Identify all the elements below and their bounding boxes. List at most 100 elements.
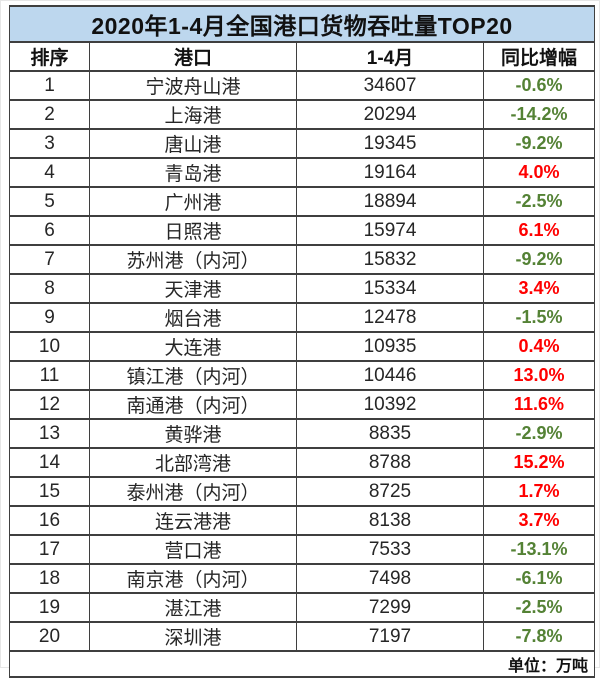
growth-cell: -13.1% (482, 534, 596, 565)
rank-cell: 5 (9, 186, 90, 217)
value-cell: 7498 (296, 563, 484, 594)
growth-cell: -7.8% (482, 621, 596, 652)
rank-cell: 17 (9, 534, 90, 565)
port-cell: 北部湾港 (89, 447, 297, 478)
table-title-row: 2020年1-4月全国港口货物吞吐量TOP20 (8, 5, 596, 43)
value-cell: 8835 (296, 418, 484, 449)
growth-cell: 13.0% (482, 360, 596, 391)
rank-cell: 18 (9, 563, 90, 594)
rank-cell: 16 (9, 505, 90, 536)
port-cell: 深圳港 (89, 621, 297, 652)
rank-cell: 12 (9, 389, 90, 420)
growth-cell: 11.6% (482, 389, 596, 420)
value-cell: 10392 (296, 389, 484, 420)
table-row: 2 上海港 20294 -14.2% (9, 99, 596, 130)
value-cell: 19164 (296, 157, 484, 188)
growth-cell: -14.2% (482, 99, 596, 130)
port-cell: 黄骅港 (89, 418, 297, 449)
table-row: 5 广州港 18894 -2.5% (9, 186, 596, 217)
value-cell: 8788 (296, 447, 484, 478)
table-row: 17 营口港 7533 -13.1% (9, 534, 596, 565)
table-row: 14 北部湾港 8788 15.2% (9, 447, 596, 478)
port-cell: 泰州港（内河） (89, 476, 297, 507)
unit-note: 单位：万吨 (8, 650, 596, 678)
value-cell: 10935 (296, 331, 484, 362)
port-cell: 南京港（内河） (89, 563, 297, 594)
table-row: 18 南京港（内河） 7498 -6.1% (9, 563, 596, 594)
column-header-port: 港口 (89, 41, 297, 72)
ports-throughput-table: 2020年1-4月全国港口货物吞吐量TOP20 排序 港口 1-4月 同比增幅 … (8, 5, 596, 678)
port-cell: 南通港（内河） (89, 389, 297, 420)
port-cell: 大连港 (89, 331, 297, 362)
value-cell: 15832 (296, 244, 484, 275)
port-cell: 上海港 (89, 99, 297, 130)
port-cell: 烟台港 (89, 302, 297, 333)
value-cell: 34607 (296, 70, 484, 101)
rank-cell: 2 (9, 99, 90, 130)
growth-cell: -0.6% (482, 70, 596, 101)
growth-cell: -2.5% (482, 592, 596, 623)
table-row: 8 天津港 15334 3.4% (9, 273, 596, 304)
table-row: 3 唐山港 19345 -9.2% (9, 128, 596, 159)
growth-cell: 3.4% (482, 273, 596, 304)
growth-cell: -9.2% (482, 128, 596, 159)
table-row: 15 泰州港（内河） 8725 1.7% (9, 476, 596, 507)
port-cell: 青岛港 (89, 157, 297, 188)
rank-cell: 14 (9, 447, 90, 478)
rank-cell: 4 (9, 157, 90, 188)
port-cell: 湛江港 (89, 592, 297, 623)
rank-cell: 19 (9, 592, 90, 623)
value-cell: 12478 (296, 302, 484, 333)
growth-cell: 15.2% (482, 447, 596, 478)
rank-cell: 6 (9, 215, 90, 246)
port-cell: 苏州港（内河） (89, 244, 297, 275)
table-row: 11 镇江港（内河） 10446 13.0% (9, 360, 596, 391)
port-cell: 唐山港 (89, 128, 297, 159)
rank-cell: 20 (9, 621, 90, 652)
table-row: 7 苏州港（内河） 15832 -9.2% (9, 244, 596, 275)
value-cell: 7197 (296, 621, 484, 652)
growth-cell: -2.9% (482, 418, 596, 449)
table-row: 12 南通港（内河） 10392 11.6% (9, 389, 596, 420)
value-cell: 15334 (296, 273, 484, 304)
table-row: 10 大连港 10935 0.4% (9, 331, 596, 362)
table-row: 19 湛江港 7299 -2.5% (9, 592, 596, 623)
table-row: 20 深圳港 7197 -7.8% (9, 621, 596, 652)
table-row: 13 黄骅港 8835 -2.9% (9, 418, 596, 449)
value-cell: 7299 (296, 592, 484, 623)
port-cell: 宁波舟山港 (89, 70, 297, 101)
growth-cell: -2.5% (482, 186, 596, 217)
value-cell: 19345 (296, 128, 484, 159)
port-cell: 天津港 (89, 273, 297, 304)
growth-cell: 3.7% (482, 505, 596, 536)
rank-cell: 15 (9, 476, 90, 507)
column-header-growth: 同比增幅 (482, 41, 596, 72)
rank-cell: 11 (9, 360, 90, 391)
value-cell: 7533 (296, 534, 484, 565)
rank-cell: 10 (9, 331, 90, 362)
growth-cell: -9.2% (482, 244, 596, 275)
growth-cell: 1.7% (482, 476, 596, 507)
port-cell: 连云港港 (89, 505, 297, 536)
table-footer-row: 单位：万吨 (8, 650, 596, 678)
growth-cell: 0.4% (482, 331, 596, 362)
column-header-rank: 排序 (9, 41, 90, 72)
table-row: 1 宁波舟山港 34607 -0.6% (9, 70, 596, 101)
table-row: 16 连云港港 8138 3.7% (9, 505, 596, 536)
column-header-value: 1-4月 (296, 41, 484, 72)
rank-cell: 9 (9, 302, 90, 333)
growth-cell: -6.1% (482, 563, 596, 594)
growth-cell: -1.5% (482, 302, 596, 333)
rank-cell: 7 (9, 244, 90, 275)
value-cell: 20294 (296, 99, 484, 130)
value-cell: 15974 (296, 215, 484, 246)
table-header-row: 排序 港口 1-4月 同比增幅 (9, 41, 596, 72)
growth-cell: 6.1% (482, 215, 596, 246)
rank-cell: 1 (9, 70, 90, 101)
rank-cell: 3 (9, 128, 90, 159)
port-cell: 镇江港（内河） (89, 360, 297, 391)
port-cell: 日照港 (89, 215, 297, 246)
port-cell: 营口港 (89, 534, 297, 565)
rank-cell: 8 (9, 273, 90, 304)
growth-cell: 4.0% (482, 157, 596, 188)
